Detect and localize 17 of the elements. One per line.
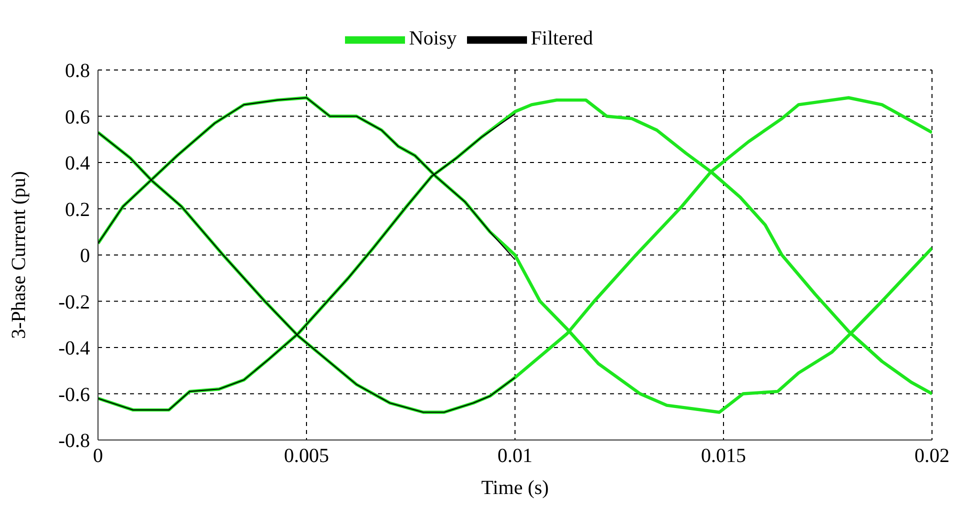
y-tick-label: 0 <box>80 245 90 268</box>
y-tick-label: -0.2 <box>58 291 90 314</box>
legend-label: Noisy <box>408 28 457 50</box>
x-tick-label: 0.02 <box>914 445 950 468</box>
y-tick-label: -0.6 <box>58 384 90 406</box>
y-tick-label: -0.8 <box>58 430 90 452</box>
y-axis-title: 3-Phase Current (pu) <box>8 171 30 339</box>
x-tick-label: 0.005 <box>284 445 329 468</box>
y-tick-label: 0.4 <box>65 152 90 175</box>
y-tick-label: 0.2 <box>65 198 90 221</box>
y-tick-label: 0.6 <box>65 106 90 128</box>
legend-label: Filtered <box>530 28 593 50</box>
y-tick-label: -0.4 <box>58 338 90 360</box>
y-tick-label: 0.8 <box>65 60 90 82</box>
x-tick-label: 0.015 <box>701 445 746 468</box>
x-axis-title: Time (s) <box>481 477 549 499</box>
x-tick-label: 0.01 <box>498 445 532 468</box>
